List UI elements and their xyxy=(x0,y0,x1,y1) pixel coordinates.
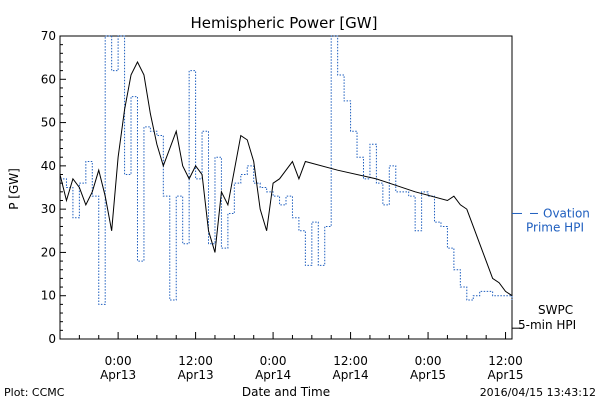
chart-title: Hemispheric Power [GW] xyxy=(191,14,378,32)
y-tick-label: 70 xyxy=(41,29,56,43)
x-tick-label-date: Apr14 xyxy=(333,368,369,382)
x-axis-label: Date and Time xyxy=(242,385,330,399)
series-layer xyxy=(59,35,513,305)
y-axis: 0 10 20 30 40 50 60 70 xyxy=(41,29,66,346)
x-tick-label-time: 12:00 xyxy=(178,354,213,368)
plot-credit: Plot: CCMC xyxy=(4,386,65,399)
x-tick-label-date: Apr14 xyxy=(255,368,291,382)
y-tick-label: 30 xyxy=(41,202,56,216)
y-tick-label: 10 xyxy=(41,289,56,303)
swpc-5min-hpi-line xyxy=(59,60,513,297)
legend-ovation-label-line1: Ovation xyxy=(543,206,590,220)
plot-frame xyxy=(59,35,513,340)
y-axis-label: P [GW] xyxy=(7,168,21,210)
x-tick-label-time: 0:00 xyxy=(260,354,287,368)
ovation-prime-hpi-line xyxy=(60,35,513,305)
x-tick-label-time: 12:00 xyxy=(333,354,368,368)
plot-timestamp: 2016/04/15 13:43:12 xyxy=(480,386,596,399)
x-tick-label-time: 0:00 xyxy=(105,354,132,368)
y-tick-label: 0 xyxy=(48,332,56,346)
x-tick-label-date: Apr15 xyxy=(488,368,524,382)
x-tick-label-date: Apr13 xyxy=(100,368,136,382)
legend-swpc-label-line2: 5-min HPI xyxy=(518,318,576,332)
y-tick-label: 60 xyxy=(41,72,56,86)
legend-ovation-label-line2: Prime HPI xyxy=(526,220,584,234)
y-tick-label: 50 xyxy=(41,116,56,130)
x-tick-label-date: Apr13 xyxy=(178,368,214,382)
x-tick-label-time: 0:00 xyxy=(415,354,442,368)
y-tick-label: 40 xyxy=(41,159,56,173)
y-tick-label: 20 xyxy=(41,245,56,259)
legend-swpc-label-line1: SWPC xyxy=(538,303,573,317)
x-tick-label-date: Apr15 xyxy=(410,368,446,382)
x-tick-label-time: 12:00 xyxy=(488,354,523,368)
x-axis: 0:00Apr1312:00Apr130:00Apr1412:00Apr140:… xyxy=(59,332,524,382)
